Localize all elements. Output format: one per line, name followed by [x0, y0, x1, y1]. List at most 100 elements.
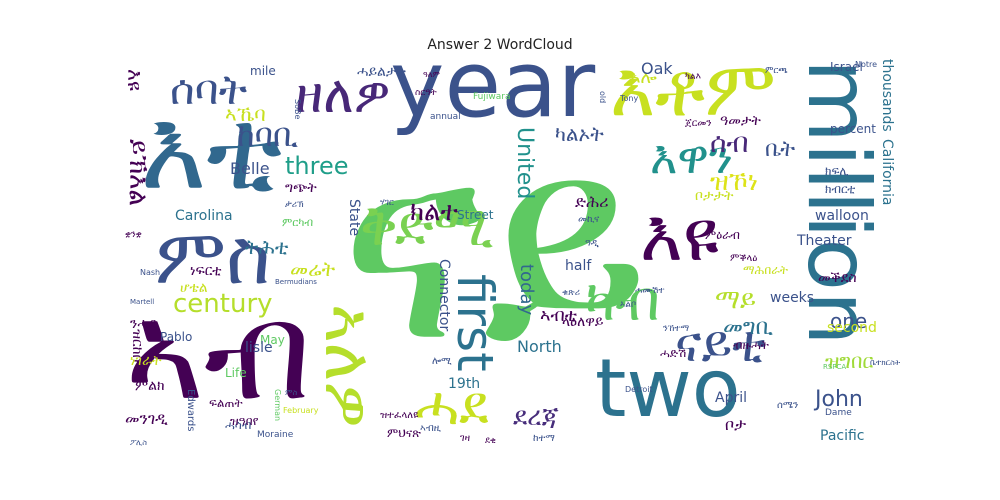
- cloud-word: ሓደ: [415, 374, 489, 437]
- cloud-word: lisle: [245, 340, 273, 356]
- cloud-word: ምርካብ: [282, 216, 314, 229]
- cloud-word: ሆቴል: [180, 280, 208, 296]
- cloud-word: እቶም: [610, 59, 776, 133]
- cloud-word: ደረጃ: [513, 402, 559, 432]
- cloud-word: ምዕራብ: [705, 228, 740, 242]
- cloud-word: ካልእ: [685, 72, 701, 82]
- cloud-word: ዘለዎ: [295, 65, 391, 125]
- cloud-word: April: [715, 390, 747, 406]
- cloud-word: መግቢ: [723, 315, 773, 340]
- cloud-word: ሓይልታት: [357, 64, 406, 80]
- cloud-word: ዝተፈላለዩ: [380, 410, 419, 421]
- cloud-word: እዩ: [640, 193, 719, 277]
- cloud-word: መንገዲ: [125, 409, 168, 428]
- cloud-word: Nash: [140, 268, 161, 277]
- cloud-word: ሓሙሽተ: [635, 286, 665, 296]
- cloud-word: ናይ: [340, 86, 650, 401]
- cloud-word: ኣልቦ: [620, 300, 637, 310]
- cloud-word: ሰብ: [710, 126, 749, 159]
- cloud-word: annual: [430, 112, 461, 122]
- cloud-word: ትሕቲ: [245, 235, 289, 259]
- cloud-word: ምቕላዕ: [730, 253, 758, 264]
- cloud-word: 19th: [448, 376, 481, 392]
- cloud-word: Carolina: [175, 208, 233, 224]
- cloud-word: California: [879, 139, 895, 206]
- cloud-word: Street: [457, 208, 494, 222]
- cloud-word: year: [390, 59, 596, 138]
- cloud-word: ንኸተማ: [663, 324, 690, 334]
- cloud-word: ዓለም: [423, 70, 440, 79]
- cloud-word: half: [565, 258, 592, 274]
- cloud-word: ሎሚ: [432, 356, 452, 367]
- cloud-word: ኣብቲ: [540, 305, 577, 326]
- cloud-word: ንሓደ: [130, 316, 157, 332]
- cloud-word: century: [173, 289, 273, 319]
- cloud-word: Detroit: [625, 385, 653, 394]
- cloud-word: ፍልጠት: [209, 396, 243, 410]
- cloud-word: ምርጫ: [765, 66, 788, 76]
- cloud-word: ቁጽሪ: [562, 288, 580, 298]
- cloud-word: Edwards: [185, 389, 196, 432]
- cloud-word: ክብርቲ: [825, 182, 856, 196]
- cloud-word: ክልተ: [410, 197, 459, 227]
- cloud-word: ክፍሊ: [825, 164, 849, 178]
- cloud-word: ቦታ: [725, 415, 747, 434]
- cloud-word: Connector: [436, 259, 452, 332]
- cloud-word: ምስ: [285, 388, 298, 397]
- cloud-word: ቋንቋ: [125, 230, 142, 240]
- cloud-word: Martell: [130, 298, 155, 306]
- cloud-word: ሓሳብ: [225, 418, 252, 432]
- cloud-word: ይኽእል: [125, 139, 153, 206]
- cloud-word: ዝርከቡ: [129, 329, 145, 366]
- cloud-word: North: [517, 337, 562, 356]
- cloud-word: ቤት: [765, 137, 796, 162]
- cloud-word: መሬት: [290, 257, 336, 281]
- cloud-word: ሓድሽ: [660, 346, 687, 360]
- cloud-word: United: [512, 127, 537, 200]
- cloud-word: Notre: [855, 60, 878, 69]
- cloud-word: Dame: [825, 408, 852, 418]
- cloud-word: ቦታታት: [695, 188, 734, 204]
- cloud-word: today: [516, 264, 537, 316]
- cloud-word: May: [260, 333, 285, 347]
- cloud-word: ኣኼባ: [225, 102, 266, 126]
- cloud-word: ከባቢ: [237, 116, 299, 154]
- cloud-word: mile: [250, 64, 276, 78]
- cloud-word: RSPCA: [823, 363, 847, 371]
- cloud-word: Theater: [797, 233, 852, 249]
- cloud-word: ሃገር: [380, 198, 394, 208]
- cloud-word: ኣሎ: [630, 67, 657, 88]
- cloud-word: ቅድሚ: [360, 194, 494, 259]
- cloud-word: ካልኦት: [555, 122, 604, 146]
- cloud-word: Belle: [230, 159, 270, 178]
- cloud-word: ናይቲ: [675, 315, 766, 373]
- cloud-word: ዓመታት: [720, 113, 761, 129]
- cloud-word: two: [595, 342, 741, 435]
- cloud-word: ዓዲ: [585, 238, 599, 249]
- cloud-word: ነፍርቲ: [190, 263, 222, 279]
- cloud-word: thousands: [879, 59, 895, 132]
- cloud-word: ምህናጽ: [387, 426, 421, 440]
- cloud-word: ሰባት: [170, 65, 248, 114]
- cloud-word: first: [446, 274, 504, 372]
- cloud-word: እቲ: [140, 85, 283, 215]
- cloud-word: John: [815, 387, 863, 412]
- cloud-word: መቕደስ: [818, 270, 857, 286]
- cloud-word: ዝግበር: [825, 349, 874, 373]
- cloud-word: Oak: [641, 59, 673, 78]
- cloud-word: ኣለዎ: [310, 304, 387, 428]
- cloud-word: ኣብዚ: [420, 423, 442, 434]
- chart-title: Answer 2 WordCloud: [427, 37, 573, 53]
- cloud-word: ብዙሓት: [733, 338, 769, 352]
- cloud-word: ማይ: [715, 285, 757, 315]
- cloud-word: Israel: [830, 60, 863, 74]
- cloud-word: weeks: [770, 290, 815, 306]
- cloud-word: ግጭት: [285, 180, 317, 196]
- cloud-word: February: [283, 406, 319, 415]
- cloud-word: ደቂ: [485, 436, 497, 446]
- cloud-word: Bermudians: [275, 278, 317, 286]
- cloud-word: እዩ: [125, 69, 147, 91]
- word-cloud: ናይ year እቶም million እቲ ኣብ two first ምስ ዘ…: [125, 59, 900, 446]
- cloud-word: Life: [225, 366, 247, 380]
- cloud-word: ኣብ: [125, 273, 312, 430]
